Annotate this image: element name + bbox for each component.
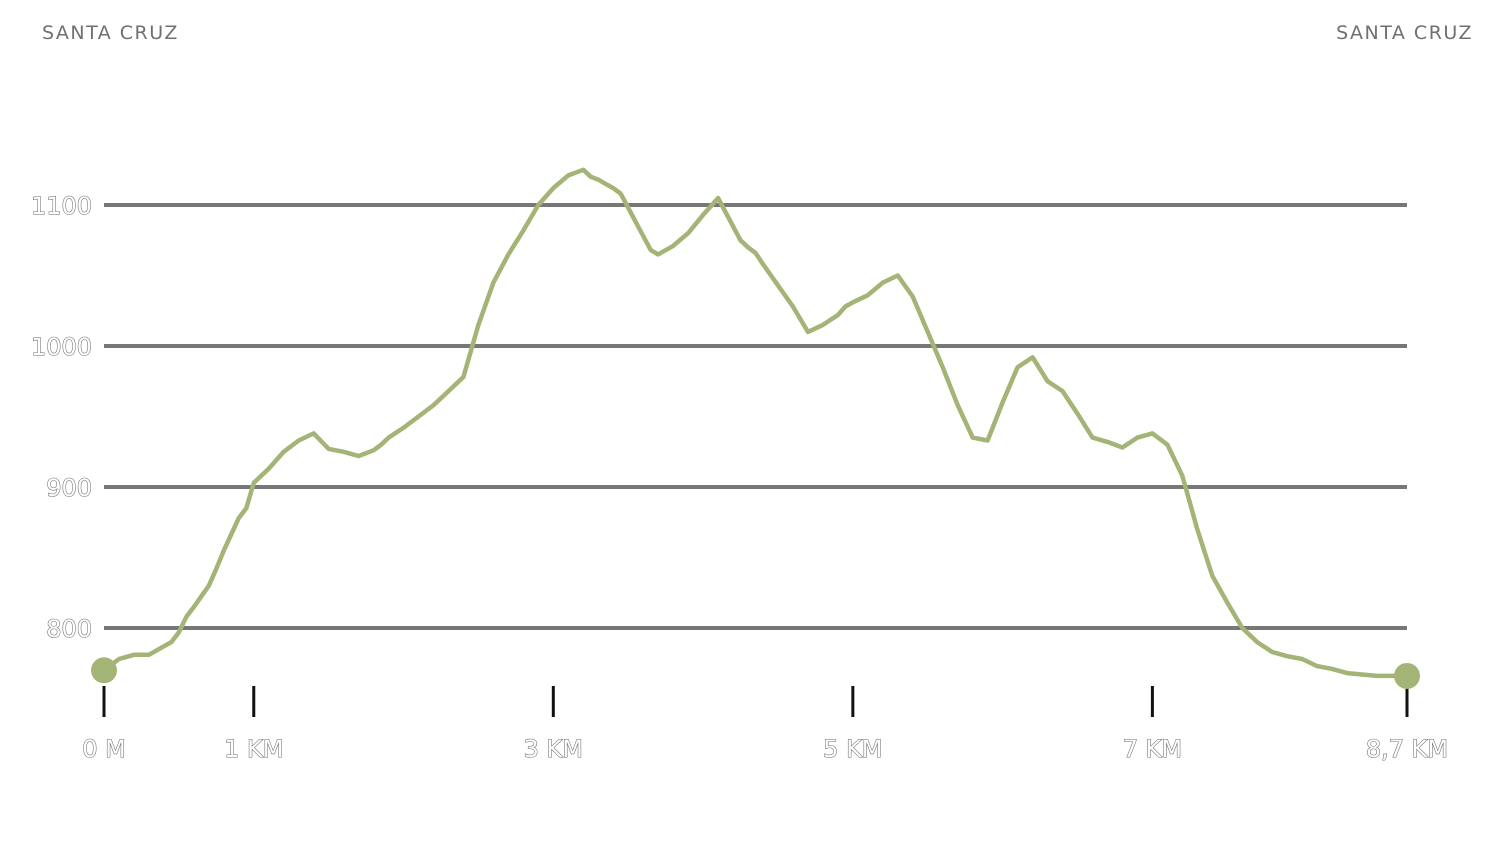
y-tick-label: 1000	[31, 333, 92, 361]
x-tick-label: 1 KM	[224, 735, 283, 763]
end-marker	[1394, 662, 1420, 689]
x-tick-label: 0 M	[82, 735, 126, 763]
elevation-profile-line	[101, 167, 1410, 679]
y-tick-label: 1100	[31, 192, 92, 220]
y-tick-label: 900	[46, 474, 92, 502]
x-tick-label: 5 KM	[823, 735, 882, 763]
y-axis-ticks: 800 900 1000 1100	[30, 191, 92, 643]
endpoint-markers	[91, 657, 1420, 689]
y-tick-label: 800	[46, 615, 92, 643]
start-location-label: SANTA CRUZ	[42, 22, 179, 44]
end-location-label: SANTA CRUZ	[1336, 22, 1473, 44]
start-marker	[91, 657, 117, 684]
x-tick-label: 8,7 KM	[1366, 735, 1448, 763]
x-tick-label: 3 KM	[524, 735, 583, 763]
x-axis-ticks: 0 M 1 KM 3 KM 5 KM 7 KM 8,7 KM	[82, 686, 1449, 764]
x-tick-label: 7 KM	[1123, 735, 1182, 763]
gridlines	[104, 203, 1407, 630]
